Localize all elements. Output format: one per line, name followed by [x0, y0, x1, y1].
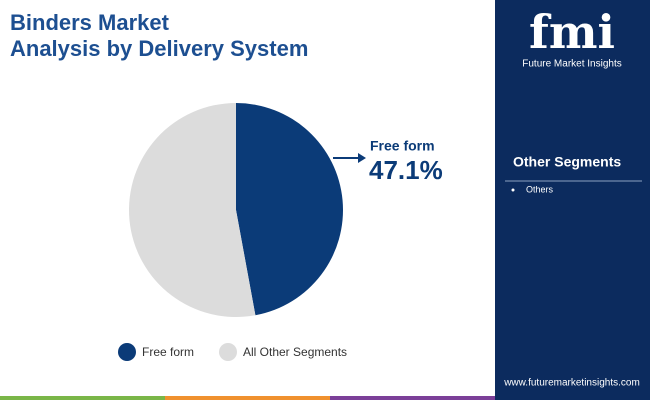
legend-swatch: [118, 343, 136, 361]
footer-strip: [330, 396, 495, 400]
sidebar: [495, 0, 650, 400]
annotation-arrowhead: [358, 153, 366, 163]
pie-slice: [236, 103, 343, 316]
sidebar-item: Others: [526, 184, 554, 194]
chart-title: Binders Market: [10, 10, 170, 35]
pie-slice: [128, 103, 256, 317]
legend-label: All Other Segments: [243, 345, 347, 359]
footer-strip: [165, 396, 330, 400]
legend-swatch: [219, 343, 237, 361]
footer-strip: [495, 396, 650, 400]
sidebar-heading: Other Segments: [513, 154, 621, 170]
annotation-label: Free form: [370, 138, 435, 154]
legend-label: Free form: [142, 345, 194, 359]
chart-title: Analysis by Delivery System: [10, 36, 308, 61]
brand-logo: fmi: [529, 5, 615, 59]
data-label: 47.1%: [369, 155, 443, 185]
website: www.futuremarketinsights.com: [503, 378, 640, 389]
brand-name: Future Market Insights: [522, 59, 621, 70]
footer-strip: [0, 396, 165, 400]
bullet: [511, 188, 515, 192]
